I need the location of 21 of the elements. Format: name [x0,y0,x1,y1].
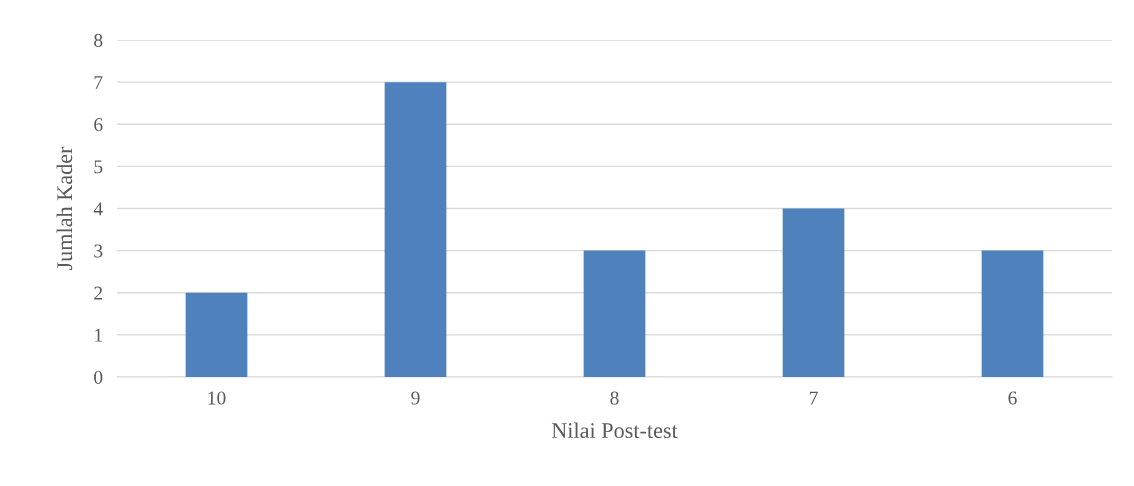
y-tick-label: 8 [94,33,103,47]
x-tick-label: 8 [610,391,619,405]
x-axis-title: Nilai Post-test [551,422,678,439]
y-tick-label: 6 [94,118,103,132]
y-tick-label: 1 [95,328,102,342]
y-tick-label: 0 [94,370,103,384]
x-tick-label: 6 [1008,391,1017,405]
y-tick-label: 5 [94,160,103,174]
y-tick-label: 4 [93,202,103,216]
bar [981,250,1044,377]
y-tick-label: 7 [94,76,103,89]
bar [782,208,845,377]
y-tick-label: 2 [94,286,103,300]
bar [384,82,447,377]
y-axis-title: Jumlah Kader [56,146,73,271]
bar [185,292,248,377]
bar [583,250,646,377]
y-tick-label: 3 [94,244,103,258]
x-tick-label: 9 [411,391,420,405]
x-tick-label: 10 [208,391,226,405]
x-tick-label: 7 [809,391,818,405]
